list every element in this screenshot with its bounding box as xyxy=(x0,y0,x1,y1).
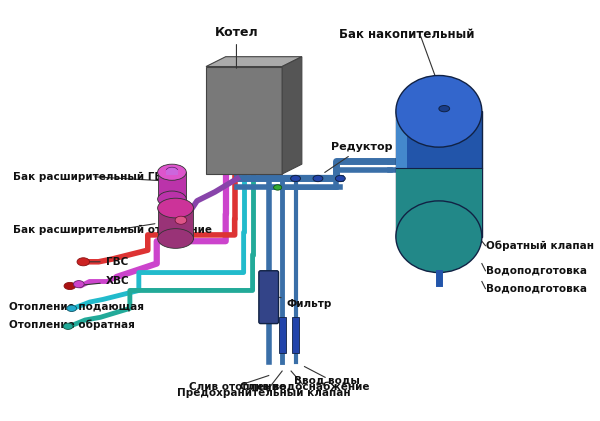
Polygon shape xyxy=(278,317,286,353)
Polygon shape xyxy=(158,208,193,239)
Ellipse shape xyxy=(64,282,76,290)
Text: Слив водоснабжение: Слив водоснабжение xyxy=(240,382,369,392)
Polygon shape xyxy=(396,168,482,237)
Text: Слив отопление: Слив отопление xyxy=(189,382,286,392)
Ellipse shape xyxy=(158,229,193,248)
FancyBboxPatch shape xyxy=(259,271,278,324)
Text: Фильтр: Фильтр xyxy=(280,297,332,309)
Text: ГВС: ГВС xyxy=(88,257,128,267)
Ellipse shape xyxy=(274,185,281,190)
Ellipse shape xyxy=(77,258,89,266)
Text: Бак накопительный: Бак накопительный xyxy=(339,28,475,41)
Polygon shape xyxy=(282,57,302,174)
Polygon shape xyxy=(158,172,186,199)
Text: ХВС: ХВС xyxy=(76,277,130,287)
Text: Ввод воды: Ввод воды xyxy=(294,375,360,385)
Text: Обратный клапан: Обратный клапан xyxy=(487,240,595,251)
Ellipse shape xyxy=(313,176,323,181)
Ellipse shape xyxy=(67,305,77,312)
Ellipse shape xyxy=(158,198,193,218)
Text: Отопление обратная: Отопление обратная xyxy=(9,319,135,330)
Ellipse shape xyxy=(63,323,73,329)
Text: Бак расширительный отопление: Бак расширительный отопление xyxy=(13,224,212,235)
Text: Отопление подающая: Отопление подающая xyxy=(9,301,144,312)
Ellipse shape xyxy=(166,167,178,173)
Ellipse shape xyxy=(158,191,186,207)
Ellipse shape xyxy=(439,106,449,112)
Text: Водоподготовка: Водоподготовка xyxy=(487,284,587,294)
Text: Бак расширительный ГВС: Бак расширительный ГВС xyxy=(13,172,170,182)
Polygon shape xyxy=(292,317,299,353)
Polygon shape xyxy=(396,111,407,237)
Polygon shape xyxy=(206,67,282,174)
Ellipse shape xyxy=(175,216,187,224)
Ellipse shape xyxy=(73,281,84,288)
Ellipse shape xyxy=(396,201,482,272)
Text: Котел: Котел xyxy=(215,26,258,68)
Text: Редуктор: Редуктор xyxy=(325,142,393,173)
Polygon shape xyxy=(166,171,178,175)
Text: Водоподготовка: Водоподготовка xyxy=(487,266,587,276)
Polygon shape xyxy=(396,111,482,237)
Text: Предохранительный клапан: Предохранительный клапан xyxy=(178,389,351,399)
Ellipse shape xyxy=(158,164,186,180)
Ellipse shape xyxy=(290,176,301,181)
Ellipse shape xyxy=(335,176,345,181)
Ellipse shape xyxy=(396,75,482,147)
Polygon shape xyxy=(206,57,302,67)
